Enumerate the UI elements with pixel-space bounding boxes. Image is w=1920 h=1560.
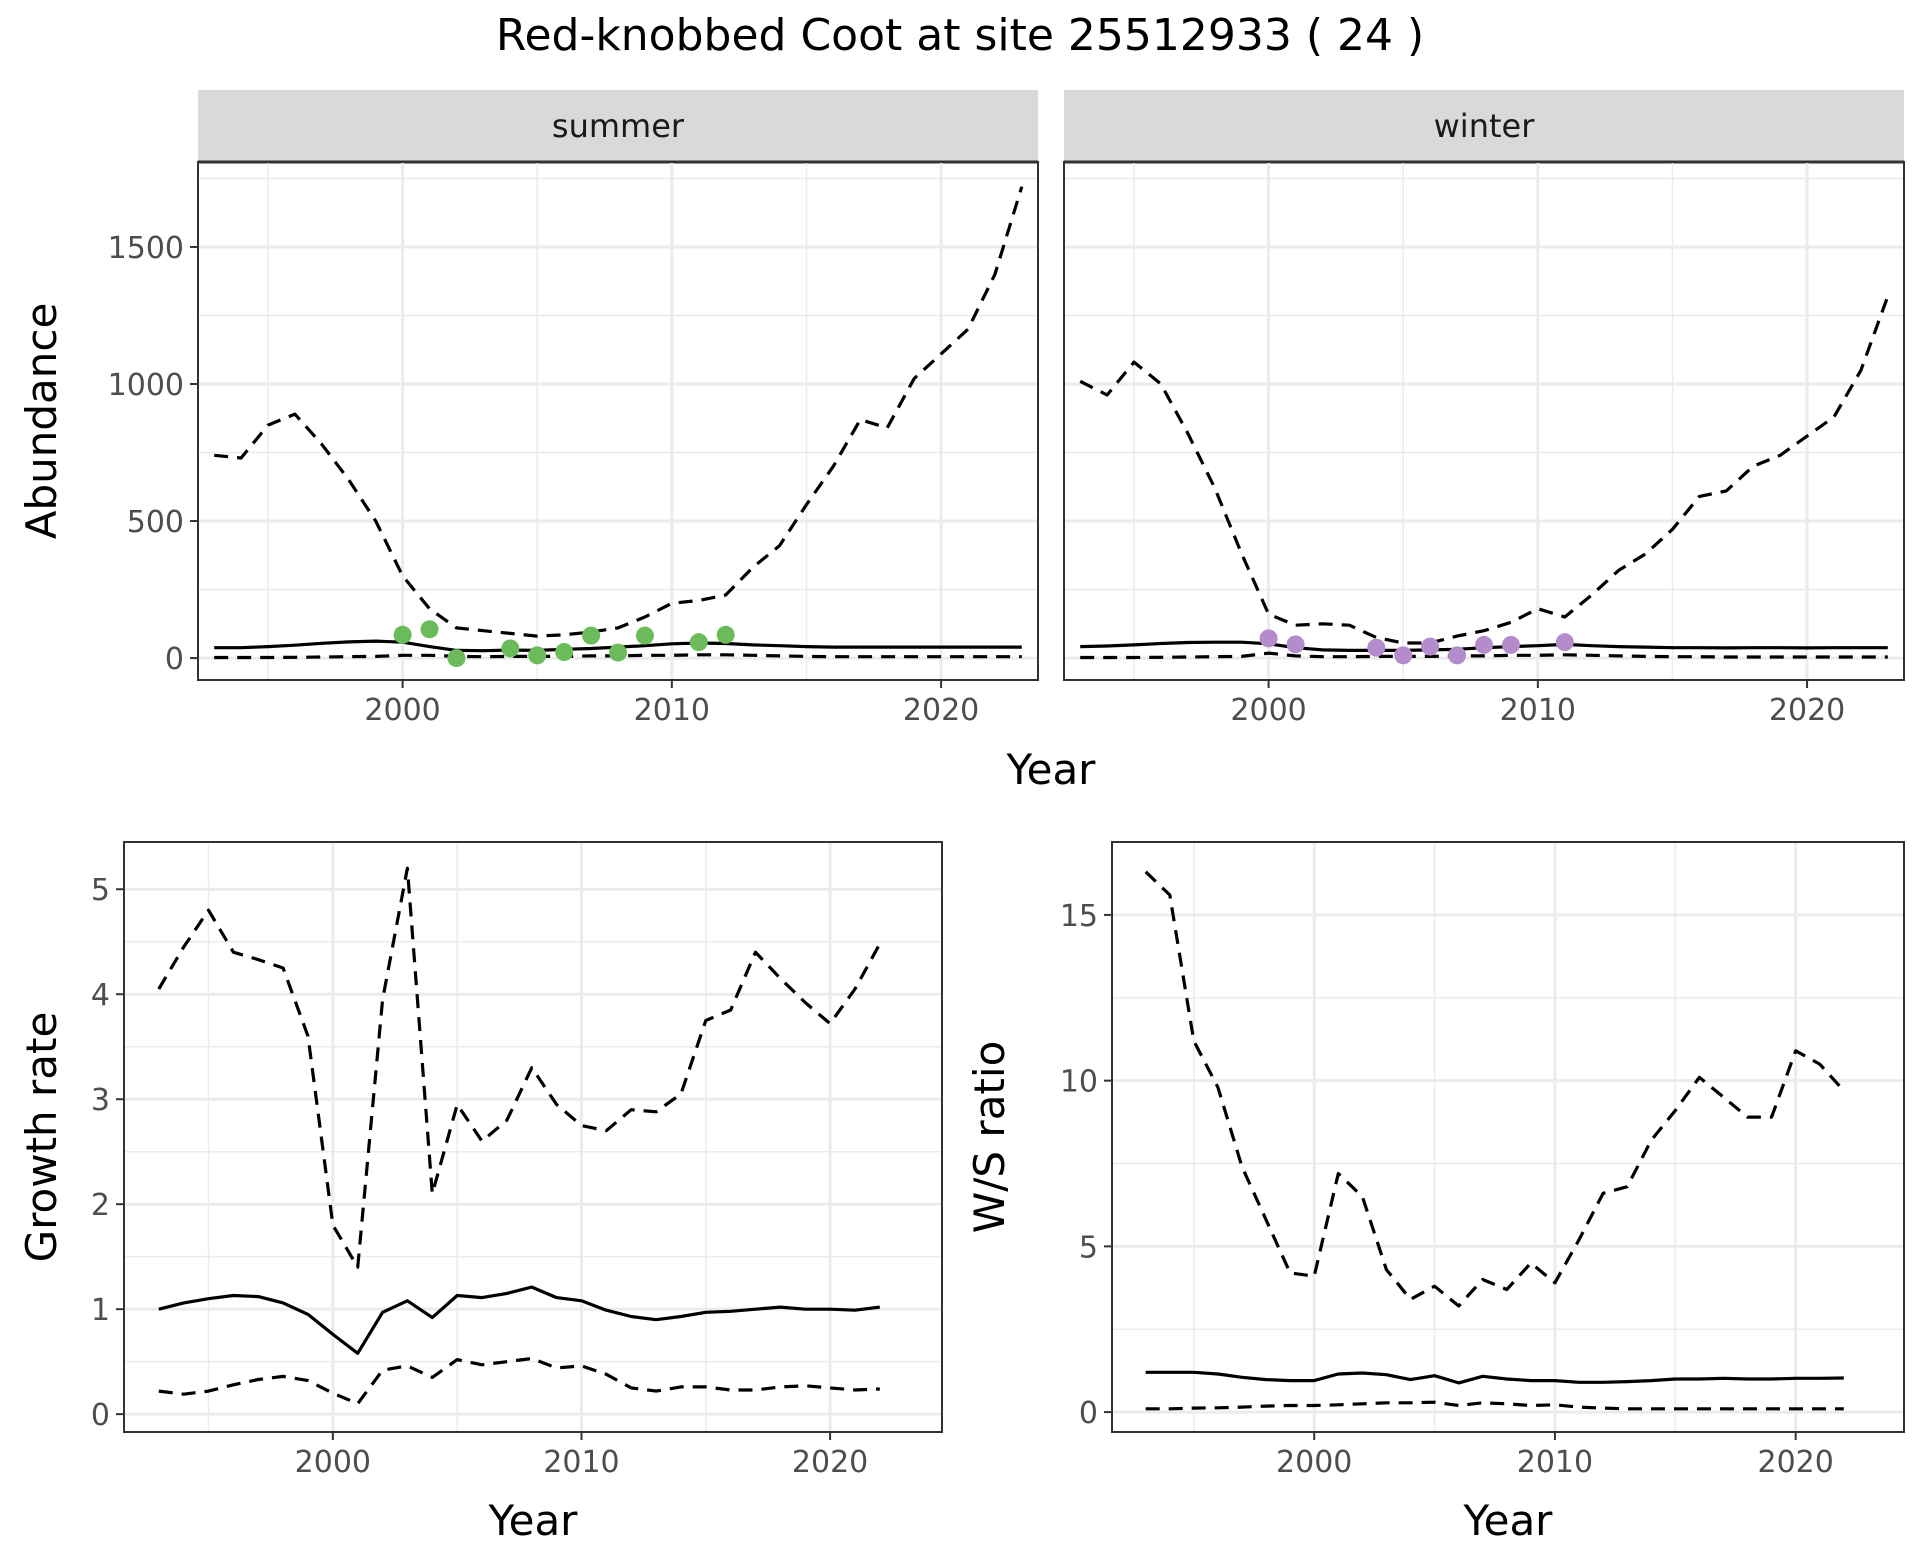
growth-y-tick-label: 1 (91, 1293, 110, 1328)
growth-x-tick-label: 2020 (792, 1445, 868, 1480)
figure-title: Red-knobbed Coot at site 25512933 ( 24 ) (496, 10, 1424, 61)
panel-border-growth (123, 841, 943, 1433)
ws-x-tick-label: 2010 (1517, 1445, 1593, 1480)
winter-observed-point (1501, 635, 1520, 654)
summer-observed-point (716, 625, 735, 644)
winter-observed-point (1394, 646, 1413, 665)
panel-border-winter (1063, 161, 1905, 681)
observed-points-winter (1259, 629, 1574, 665)
growth-upper-bound-line (157, 866, 882, 1269)
ws-lower-bound-line (1145, 1400, 1844, 1411)
growth-lower-bound-line (158, 1356, 880, 1406)
abundance-y-tick-label: 500 (127, 505, 184, 540)
ws-mean-line (1145, 1370, 1844, 1385)
growth-y-tick-label: 2 (91, 1188, 110, 1223)
ws-ratio-chart: 0 5 10 15 2000 2010 2020 Year W/S ratio (965, 841, 1905, 1545)
growth-x-axis-title: Year (488, 1496, 579, 1545)
gridlines-growth (124, 842, 942, 1432)
y-axis-abundance: 0 500 1000 1500 (108, 231, 198, 677)
winter-x-tick-label: 2000 (1230, 693, 1306, 728)
ws-x-tick-label: 2020 (1757, 1445, 1833, 1480)
winter-observed-point (1475, 635, 1493, 654)
growth-x-tick-label: 2000 (295, 1445, 371, 1480)
abundance-y-tick-label: 0 (165, 642, 184, 677)
ws-upper-bound-line (1144, 870, 1845, 1308)
facet-panel-summer: summer (197, 90, 1039, 681)
y-axis-ws: 0 5 10 15 (1060, 899, 1112, 1431)
summer-observed-point (501, 639, 520, 658)
panel-border-summer (197, 161, 1039, 681)
ws-x-axis-title: Year (1463, 1496, 1554, 1545)
winter-x-tick-label: 2010 (1500, 693, 1576, 728)
ws-x-tick-label: 2000 (1276, 1445, 1352, 1480)
growth-rate-chart: 0 1 2 3 4 5 2000 2010 2020 Year Growth rate (17, 841, 943, 1545)
facet-strip-label-summer: summer (552, 107, 685, 145)
ws-y-axis-title: W/S ratio (965, 1041, 1014, 1234)
growth-y-tick-label: 3 (91, 1083, 110, 1118)
summer-x-tick-label: 2000 (364, 693, 440, 728)
facet-strip-winter (1064, 90, 1904, 162)
series-lines-ws (1144, 870, 1845, 1411)
growth-x-tick-label: 2010 (543, 1445, 619, 1480)
growth-y-tick-label: 4 (91, 978, 110, 1013)
growth-mean-line (158, 1285, 880, 1355)
summer-observed-point (609, 643, 627, 662)
y-axis-growth: 0 1 2 3 4 5 (91, 873, 124, 1433)
growth-y-tick-label: 5 (91, 873, 110, 908)
winter-x-tick-label: 2020 (1769, 693, 1845, 728)
summer-observed-point (689, 633, 708, 652)
x-axis-growth: 2000 2010 2020 (295, 1432, 868, 1480)
summer-observed-point (582, 626, 601, 645)
winter-observed-point (1259, 629, 1278, 648)
ws-y-tick-label: 10 (1060, 1065, 1098, 1100)
abundance-x-axis-title: Year (1006, 745, 1097, 794)
facet-panel-winter: winter (1063, 90, 1905, 681)
facet-strip-summer (198, 90, 1038, 162)
winter-observed-point (1367, 638, 1386, 657)
panel-border-ws (1111, 841, 1905, 1433)
abundance-y-tick-label: 1500 (108, 231, 184, 266)
summer-x-tick-label: 2010 (634, 693, 710, 728)
winter-lower-bound-line (1080, 651, 1888, 660)
winter-observed-point (1421, 637, 1440, 656)
winter-observed-point (1286, 635, 1305, 654)
summer-observed-point (555, 643, 574, 662)
growth-y-axis-title: Growth rate (17, 1012, 66, 1263)
summer-upper-bound-line (214, 186, 1024, 638)
x-axis-summer: 2000 2010 2020 (364, 680, 979, 728)
abundance-y-tick-label: 1000 (108, 368, 184, 403)
series-lines-growth (157, 866, 882, 1406)
summer-observed-point (528, 646, 547, 665)
summer-observed-point (420, 620, 439, 639)
x-axis-ws: 2000 2010 2020 (1276, 1432, 1834, 1480)
summer-observed-point (447, 649, 466, 668)
gridlines-ws (1112, 842, 1904, 1432)
winter-upper-bound-line (1079, 295, 1890, 645)
summer-x-tick-label: 2020 (903, 693, 979, 728)
ws-y-tick-label: 15 (1060, 899, 1098, 934)
winter-observed-point (1555, 633, 1574, 652)
summer-observed-point (635, 626, 654, 645)
facet-strip-label-winter: winter (1434, 107, 1536, 145)
observed-points-summer (393, 620, 735, 668)
x-axis-winter: 2000 2010 2020 (1230, 680, 1845, 728)
ws-y-tick-label: 5 (1079, 1230, 1098, 1265)
abundance-y-axis-title: Abundance (17, 303, 66, 540)
winter-observed-point (1448, 646, 1467, 665)
summer-observed-point (393, 625, 412, 644)
ws-y-tick-label: 0 (1079, 1396, 1098, 1431)
growth-y-tick-label: 0 (91, 1398, 110, 1433)
